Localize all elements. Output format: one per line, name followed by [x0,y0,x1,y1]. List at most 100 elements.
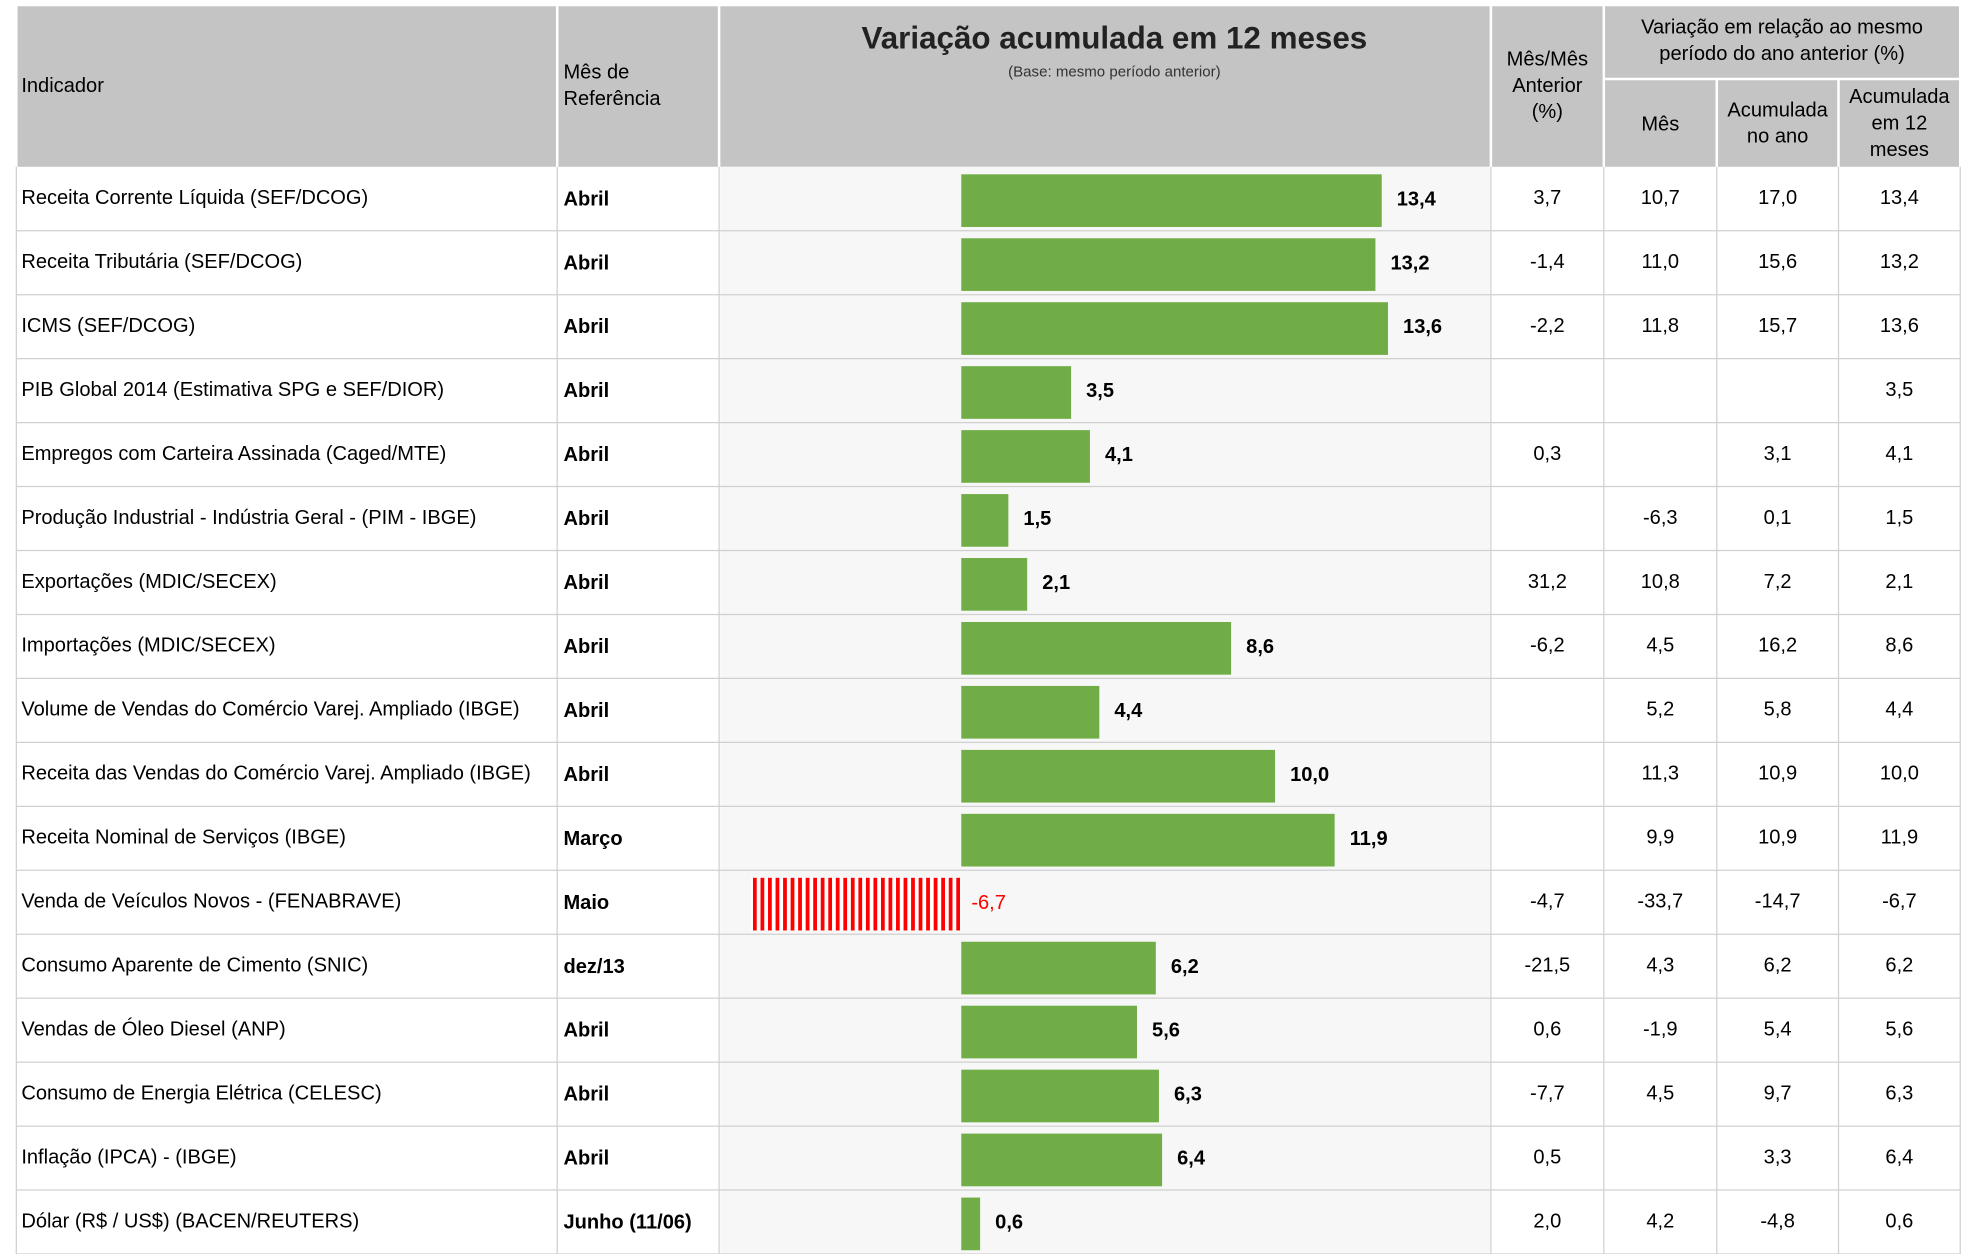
cell: 4,5 [1646,635,1674,657]
month: Maio [563,892,609,914]
bar-label: 11,9 [1350,828,1388,850]
bar-label: 13,4 [1397,188,1437,210]
cell: 16,2 [1758,635,1797,657]
header-cell [558,6,718,167]
bar [961,1069,1159,1123]
cell: 10,8 [1641,571,1680,593]
cell: 4,5 [1646,1082,1674,1104]
month: Abril [563,444,609,466]
indicator: Receita Tributária (SEF/DCOG) [21,251,302,273]
indicator: Receita das Vendas do Comércio Varej. Am… [21,763,530,785]
header-text: Mês [1641,114,1679,136]
bar-label: 5,6 [1152,1020,1180,1042]
cell: 6,2 [1764,955,1792,977]
cell: 6,3 [1885,1082,1913,1104]
cell: 6,2 [1885,955,1913,977]
indicator: Inflação (IPCA) - (IBGE) [21,1146,236,1168]
bar-label: -6,7 [971,892,1006,914]
header-text: em 12 [1871,112,1927,134]
month: Abril [563,700,609,722]
cell: -7,7 [1530,1082,1565,1104]
bar [961,302,1388,355]
cell: -33,7 [1637,891,1683,913]
cell: 5,6 [1885,1018,1913,1040]
indicator: Empregos com Carteira Assinada (Caged/MT… [21,443,446,465]
indicator: Consumo Aparente de Cimento (SNIC) [21,955,368,977]
cell: -6,7 [1882,891,1917,913]
cell: 2,1 [1885,571,1913,593]
cell: 13,2 [1880,251,1919,273]
bar-label: 1,5 [1023,508,1051,530]
bar [961,749,1276,803]
cell: 0,6 [1533,1018,1561,1040]
bar [961,366,1072,419]
bar [961,813,1335,867]
cell: 11,3 [1642,763,1680,785]
month: dez/13 [563,956,624,978]
cell: 3,3 [1764,1146,1792,1168]
bar-label: 13,2 [1390,252,1429,274]
header-text: Acumulada [1727,99,1828,121]
bar [961,941,1156,995]
cell: 11,0 [1642,251,1680,273]
header-text: Indicador [21,75,104,97]
cell: 3,7 [1533,187,1561,209]
indicator: Produção Industrial - Indústria Geral - … [21,507,476,529]
month: Abril [563,508,609,530]
cell: -21,5 [1524,955,1570,977]
indicator: PIB Global 2014 (Estimativa SPG e SEF/DI… [21,379,444,401]
cell: 13,4 [1880,187,1919,209]
bar-label: 2,1 [1042,572,1070,594]
cell: 4,3 [1646,955,1674,977]
header-text: Mês de [563,62,629,84]
bar-label: 6,2 [1171,956,1199,978]
month: Abril [563,316,609,338]
month: Abril [563,188,609,210]
cell: 7,2 [1764,571,1792,593]
cell: -6,3 [1643,507,1678,529]
month: Março [563,828,622,850]
cell: 5,8 [1764,699,1792,721]
header-cell [1605,80,1716,167]
cell: -1,4 [1530,251,1565,273]
cell: 8,6 [1885,635,1913,657]
cell: 11,9 [1881,827,1919,849]
indicator: Vendas de Óleo Diesel (ANP) [21,1017,285,1040]
header-text: no ano [1747,126,1808,148]
cell: -4,7 [1530,891,1565,913]
cell: 0,5 [1533,1146,1561,1168]
header-text: Variação em relação ao mesmo [1641,17,1923,39]
bar-label: 13,6 [1403,316,1442,338]
header-cell [17,6,556,167]
header-text: meses [1870,139,1929,161]
bar-label: 0,6 [995,1212,1023,1234]
bar [961,494,1009,547]
header-text: Mês/Mês [1507,48,1588,70]
cell: 4,1 [1885,443,1913,465]
cell: 4,4 [1885,699,1913,721]
header-cell [1605,6,1959,78]
month: Abril [563,572,609,594]
bar-label: 8,6 [1246,636,1274,658]
indicator: Consumo de Energia Elétrica (CELESC) [21,1082,381,1104]
month: Abril [563,1084,609,1106]
header-text: período do ano anterior (%) [1659,43,1904,65]
cell: 6,4 [1885,1146,1913,1168]
bar-label: 6,4 [1177,1148,1206,1170]
indicator: Receita Nominal de Serviços (IBGE) [21,827,346,849]
bar-label: 3,5 [1086,380,1114,402]
cell: 10,9 [1758,827,1797,849]
bar [961,558,1028,611]
cell: 15,7 [1758,315,1797,337]
bar [961,621,1232,675]
month: Junho (11/06) [563,1212,691,1234]
header-cell [720,6,1490,167]
cell: 17,0 [1758,187,1797,209]
cell: 4,2 [1646,1210,1674,1232]
indicator: Dólar (R$ / US$) (BACEN/REUTERS) [21,1210,359,1232]
header-text: Referência [563,88,661,110]
cell: 15,6 [1758,251,1797,273]
bar [961,1133,1163,1187]
bar [751,877,962,931]
